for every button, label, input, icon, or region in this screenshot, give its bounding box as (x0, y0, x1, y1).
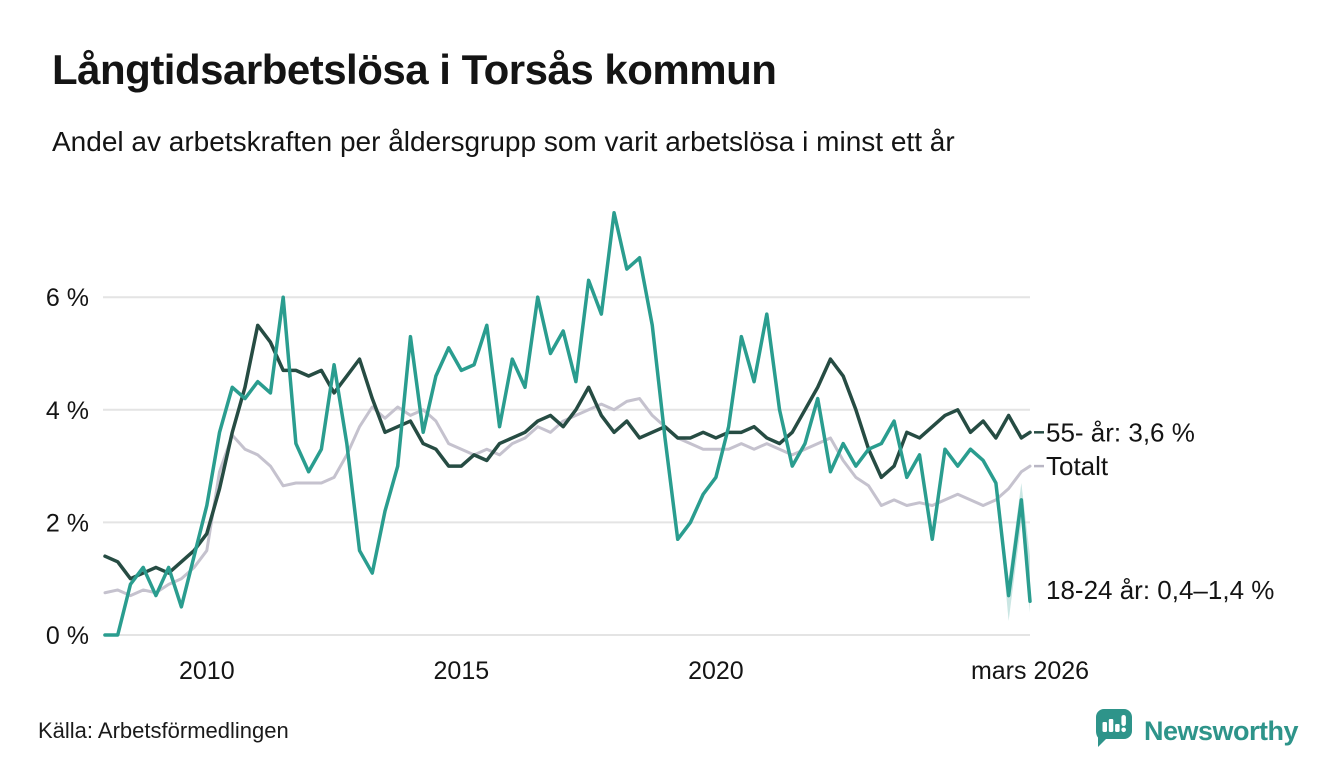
series-end-label-18-24-år: 18-24 år: 0,4–1,4 % (1046, 575, 1274, 605)
newsworthy-logo: Newsworthy (1094, 708, 1299, 755)
y-tick-label-0: 0 % (46, 622, 89, 650)
y-tick-label-4: 4 % (46, 397, 89, 425)
series-line-55-år (103, 323, 1032, 581)
x-tick-label-2020: 2020 (688, 657, 744, 685)
series-line-18-24-år (103, 211, 1032, 637)
series-end-label-Totalt: Totalt (1046, 451, 1109, 481)
x-tick-label-2015: 2015 (434, 657, 490, 685)
source-attribution: Källa: Arbetsförmedlingen (38, 718, 289, 743)
series-end-label-55-år: 55- år: 3,6 % (1046, 417, 1195, 447)
chart-subtitle: Andel av arbetskraften per åldersgrupp s… (52, 126, 955, 157)
newsworthy-icon (1094, 708, 1134, 755)
y-tick-label-6: 6 % (46, 284, 89, 312)
x-tick-label-2010: 2010 (179, 657, 235, 685)
y-tick-label-2: 2 % (46, 509, 89, 537)
line-chart: 0 % 2 % 4 % 6 % 2010 2015 2020 mars 2026 55- år:… (46, 211, 1274, 685)
newsworthy-wordmark: Newsworthy (1143, 716, 1299, 746)
x-tick-label-mars-2026: mars 2026 (971, 657, 1089, 685)
chart-title: Långtidsarbetslösa i Torsås kommun (52, 46, 777, 93)
